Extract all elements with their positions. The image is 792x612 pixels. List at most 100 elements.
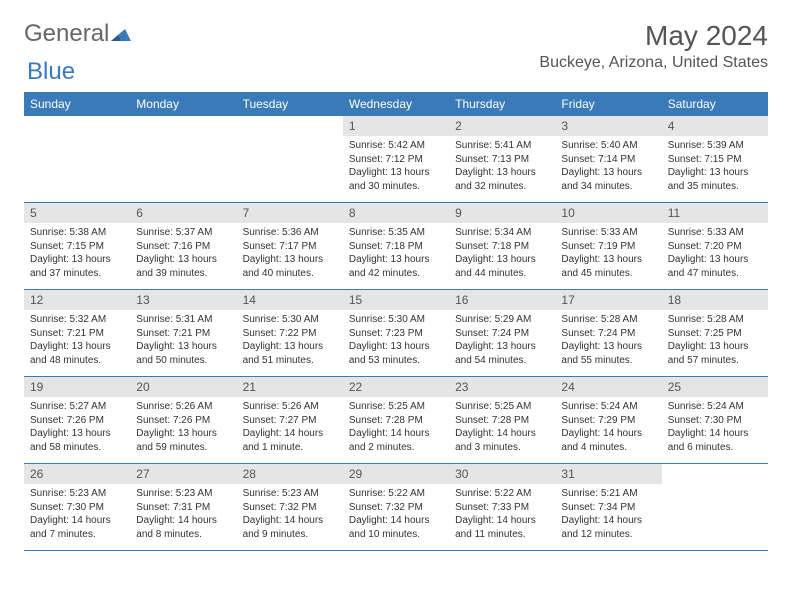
calendar-day-cell: 8Sunrise: 5:35 AMSunset: 7:18 PMDaylight… [343,203,449,290]
calendar-day-cell: 12Sunrise: 5:32 AMSunset: 7:21 PMDayligh… [24,290,130,377]
day-details: Sunrise: 5:36 AMSunset: 7:17 PMDaylight:… [237,223,343,284]
day-details: Sunrise: 5:26 AMSunset: 7:27 PMDaylight:… [237,397,343,458]
day-number: 27 [130,464,236,484]
day-details: Sunrise: 5:27 AMSunset: 7:26 PMDaylight:… [24,397,130,458]
calendar-day-cell: 17Sunrise: 5:28 AMSunset: 7:24 PMDayligh… [555,290,661,377]
calendar-day-cell: 7Sunrise: 5:36 AMSunset: 7:17 PMDaylight… [237,203,343,290]
day-details: Sunrise: 5:32 AMSunset: 7:21 PMDaylight:… [24,310,130,371]
day-details: Sunrise: 5:30 AMSunset: 7:23 PMDaylight:… [343,310,449,371]
day-number: 18 [662,290,768,310]
day-number: 14 [237,290,343,310]
calendar-day-cell: 20Sunrise: 5:26 AMSunset: 7:26 PMDayligh… [130,377,236,464]
day-details: Sunrise: 5:25 AMSunset: 7:28 PMDaylight:… [449,397,555,458]
day-number: 16 [449,290,555,310]
day-details: Sunrise: 5:41 AMSunset: 7:13 PMDaylight:… [449,136,555,197]
calendar-day-cell: 29Sunrise: 5:22 AMSunset: 7:32 PMDayligh… [343,464,449,551]
day-details: Sunrise: 5:40 AMSunset: 7:14 PMDaylight:… [555,136,661,197]
calendar-day-cell [662,464,768,551]
calendar-week-row: 5Sunrise: 5:38 AMSunset: 7:15 PMDaylight… [24,203,768,290]
logo: General [24,20,131,50]
day-details: Sunrise: 5:21 AMSunset: 7:34 PMDaylight:… [555,484,661,545]
calendar-day-cell: 4Sunrise: 5:39 AMSunset: 7:15 PMDaylight… [662,116,768,203]
day-number: 23 [449,377,555,397]
day-details: Sunrise: 5:23 AMSunset: 7:31 PMDaylight:… [130,484,236,545]
day-details: Sunrise: 5:30 AMSunset: 7:22 PMDaylight:… [237,310,343,371]
calendar-day-cell: 26Sunrise: 5:23 AMSunset: 7:30 PMDayligh… [24,464,130,551]
day-number: 17 [555,290,661,310]
day-details: Sunrise: 5:23 AMSunset: 7:32 PMDaylight:… [237,484,343,545]
logo-triangle-icon [111,22,131,50]
day-details: Sunrise: 5:24 AMSunset: 7:30 PMDaylight:… [662,397,768,458]
calendar-day-cell [237,116,343,203]
day-details: Sunrise: 5:37 AMSunset: 7:16 PMDaylight:… [130,223,236,284]
calendar-day-cell: 19Sunrise: 5:27 AMSunset: 7:26 PMDayligh… [24,377,130,464]
month-title: May 2024 [539,20,768,52]
day-details: Sunrise: 5:24 AMSunset: 7:29 PMDaylight:… [555,397,661,458]
day-details: Sunrise: 5:22 AMSunset: 7:32 PMDaylight:… [343,484,449,545]
day-number: 15 [343,290,449,310]
day-number: 22 [343,377,449,397]
day-details: Sunrise: 5:33 AMSunset: 7:20 PMDaylight:… [662,223,768,284]
day-details: Sunrise: 5:39 AMSunset: 7:15 PMDaylight:… [662,136,768,197]
calendar-day-cell: 2Sunrise: 5:41 AMSunset: 7:13 PMDaylight… [449,116,555,203]
calendar-day-cell: 24Sunrise: 5:24 AMSunset: 7:29 PMDayligh… [555,377,661,464]
calendar-day-cell: 21Sunrise: 5:26 AMSunset: 7:27 PMDayligh… [237,377,343,464]
calendar-header-row: SundayMondayTuesdayWednesdayThursdayFrid… [24,92,768,116]
weekday-header: Wednesday [343,92,449,116]
day-number: 3 [555,116,661,136]
calendar-day-cell: 1Sunrise: 5:42 AMSunset: 7:12 PMDaylight… [343,116,449,203]
calendar-day-cell: 11Sunrise: 5:33 AMSunset: 7:20 PMDayligh… [662,203,768,290]
day-details: Sunrise: 5:31 AMSunset: 7:21 PMDaylight:… [130,310,236,371]
calendar-week-row: 19Sunrise: 5:27 AMSunset: 7:26 PMDayligh… [24,377,768,464]
day-number: 6 [130,203,236,223]
day-number: 8 [343,203,449,223]
calendar-day-cell: 25Sunrise: 5:24 AMSunset: 7:30 PMDayligh… [662,377,768,464]
day-details: Sunrise: 5:26 AMSunset: 7:26 PMDaylight:… [130,397,236,458]
calendar-day-cell: 28Sunrise: 5:23 AMSunset: 7:32 PMDayligh… [237,464,343,551]
day-number: 7 [237,203,343,223]
day-number: 28 [237,464,343,484]
calendar-day-cell: 30Sunrise: 5:22 AMSunset: 7:33 PMDayligh… [449,464,555,551]
calendar-week-row: 12Sunrise: 5:32 AMSunset: 7:21 PMDayligh… [24,290,768,377]
logo-text-general: General [24,20,109,48]
calendar-day-cell: 13Sunrise: 5:31 AMSunset: 7:21 PMDayligh… [130,290,236,377]
day-number: 1 [343,116,449,136]
calendar-day-cell: 3Sunrise: 5:40 AMSunset: 7:14 PMDaylight… [555,116,661,203]
day-number: 12 [24,290,130,310]
day-details: Sunrise: 5:25 AMSunset: 7:28 PMDaylight:… [343,397,449,458]
calendar-week-row: 1Sunrise: 5:42 AMSunset: 7:12 PMDaylight… [24,116,768,203]
weekday-header: Friday [555,92,661,116]
calendar-day-cell: 10Sunrise: 5:33 AMSunset: 7:19 PMDayligh… [555,203,661,290]
day-details: Sunrise: 5:29 AMSunset: 7:24 PMDaylight:… [449,310,555,371]
calendar-day-cell [130,116,236,203]
day-details: Sunrise: 5:28 AMSunset: 7:25 PMDaylight:… [662,310,768,371]
day-number: 21 [237,377,343,397]
day-details: Sunrise: 5:35 AMSunset: 7:18 PMDaylight:… [343,223,449,284]
calendar-body: 1Sunrise: 5:42 AMSunset: 7:12 PMDaylight… [24,116,768,551]
calendar-day-cell: 23Sunrise: 5:25 AMSunset: 7:28 PMDayligh… [449,377,555,464]
day-number: 30 [449,464,555,484]
day-number: 13 [130,290,236,310]
day-number: 9 [449,203,555,223]
calendar-day-cell: 22Sunrise: 5:25 AMSunset: 7:28 PMDayligh… [343,377,449,464]
day-details: Sunrise: 5:34 AMSunset: 7:18 PMDaylight:… [449,223,555,284]
day-number: 10 [555,203,661,223]
calendar-day-cell: 31Sunrise: 5:21 AMSunset: 7:34 PMDayligh… [555,464,661,551]
day-number: 11 [662,203,768,223]
calendar-day-cell [24,116,130,203]
day-number: 31 [555,464,661,484]
calendar-day-cell: 9Sunrise: 5:34 AMSunset: 7:18 PMDaylight… [449,203,555,290]
calendar-day-cell: 5Sunrise: 5:38 AMSunset: 7:15 PMDaylight… [24,203,130,290]
weekday-header: Monday [130,92,236,116]
day-number: 25 [662,377,768,397]
day-number: 4 [662,116,768,136]
day-number: 24 [555,377,661,397]
calendar-day-cell: 15Sunrise: 5:30 AMSunset: 7:23 PMDayligh… [343,290,449,377]
calendar-day-cell: 14Sunrise: 5:30 AMSunset: 7:22 PMDayligh… [237,290,343,377]
day-details: Sunrise: 5:23 AMSunset: 7:30 PMDaylight:… [24,484,130,545]
weekday-header: Saturday [662,92,768,116]
calendar-day-cell: 16Sunrise: 5:29 AMSunset: 7:24 PMDayligh… [449,290,555,377]
calendar-week-row: 26Sunrise: 5:23 AMSunset: 7:30 PMDayligh… [24,464,768,551]
day-number: 20 [130,377,236,397]
day-number: 5 [24,203,130,223]
